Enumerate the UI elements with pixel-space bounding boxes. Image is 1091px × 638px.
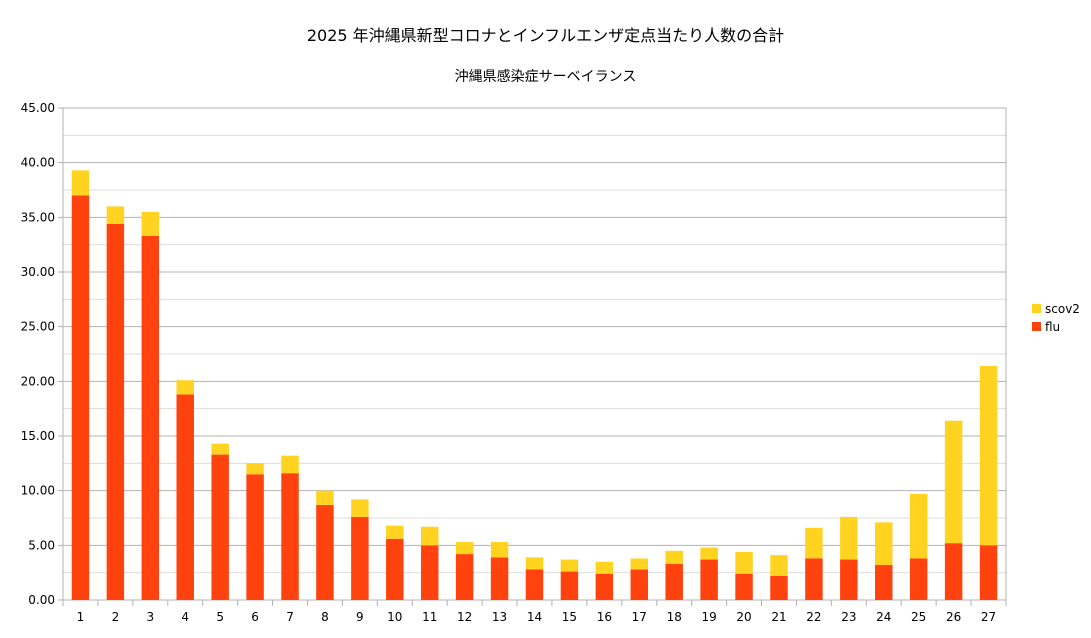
bar-flu-18 [665,563,683,600]
x-tick-label: 24 [876,610,891,624]
bar-scov2-7 [281,455,299,474]
x-tick-label: 15 [562,610,577,624]
bar-scov2-3 [141,211,160,236]
x-tick-label: 10 [387,610,402,624]
y-tick-label: 35.00 [21,210,55,224]
legend-swatch-flu [1032,322,1041,331]
bar-scov2-11 [420,526,439,546]
bar-flu-21 [770,575,788,600]
bar-flu-20 [735,573,753,600]
y-tick-label: 10.00 [21,484,55,498]
bar-flu-12 [455,554,474,600]
bar-scov2-10 [386,525,404,539]
bar-scov2-16 [595,561,614,574]
bar-flu-22 [805,558,823,600]
x-tick-label: 25 [911,610,926,624]
x-tick-label: 18 [667,610,682,624]
bar-flu-23 [840,559,858,600]
chart-subtitle: 沖縄県感染症サーベイランス [454,69,637,85]
bar-scov2-4 [176,380,194,395]
x-tick-label: 9 [356,610,364,624]
bar-flu-5 [211,454,229,600]
bar-scov2-5 [211,443,229,455]
x-tick-label: 7 [286,610,294,624]
bar-flu-2 [106,223,125,601]
x-tick-label: 19 [701,610,716,624]
bar-scov2-23 [840,516,858,560]
x-tick-label: 20 [736,610,751,624]
x-tick-label: 3 [146,610,154,624]
bar-flu-1 [71,195,90,600]
bar-scov2-1 [71,170,90,196]
bar-scov2-18 [665,550,683,564]
bar-scov2-21 [770,555,788,576]
bar-flu-24 [875,565,893,600]
x-tick-label: 26 [946,610,961,624]
y-tick-label: 30.00 [21,265,55,279]
x-tick-label: 11 [422,610,437,624]
y-tick-label: 40.00 [21,156,55,170]
bar-flu-27 [979,545,998,600]
bar-flu-13 [490,557,509,600]
bar-flu-16 [595,573,614,600]
bar-flu-7 [281,473,299,600]
x-tick-label: 13 [492,610,507,624]
bar-scov2-25 [909,493,928,559]
y-tick-label: 15.00 [21,429,55,443]
x-tick-label: 5 [216,610,224,624]
bar-flu-4 [176,394,194,600]
x-tick-label: 16 [597,610,612,624]
x-tick-label: 14 [527,610,542,624]
legend-label-scov2: scov2 [1045,302,1080,316]
chart-title: 2025 年沖縄県新型コロナとインフルエンザ定点当たり人数の合計 [306,26,785,45]
y-tick-label: 45.00 [21,101,55,115]
bar-scov2-6 [246,463,264,475]
y-tick-label: 0.00 [28,593,55,607]
bar-scov2-24 [875,522,893,566]
x-tick-label: 1 [77,610,85,624]
legend-label-flu: flu [1045,320,1060,334]
y-tick-label: 20.00 [21,374,55,388]
bar-flu-14 [525,569,544,600]
x-tick-label: 6 [251,610,259,624]
x-tick-label: 17 [632,610,647,624]
bar-scov2-17 [630,558,649,570]
bar-scov2-26 [944,420,963,544]
bar-scov2-9 [351,499,369,517]
bar-flu-11 [420,545,439,600]
bar-scov2-22 [805,527,823,559]
x-tick-label: 8 [321,610,329,624]
bar-scov2-13 [490,542,509,558]
bar-scov2-20 [735,551,753,574]
bar-flu-17 [630,569,649,600]
bar-flu-9 [351,516,369,600]
bar-scov2-2 [106,206,125,224]
bar-scov2-14 [525,557,544,570]
y-tick-label: 25.00 [21,320,55,334]
x-tick-label: 22 [806,610,821,624]
bar-flu-19 [700,559,718,600]
bar-flu-15 [560,571,579,600]
x-tick-label: 23 [841,610,856,624]
bar-flu-8 [316,504,334,600]
x-tick-label: 21 [771,610,786,624]
bar-flu-10 [386,538,404,600]
x-tick-label: 12 [457,610,472,624]
legend-swatch-scov2 [1032,304,1041,313]
bar-scov2-19 [700,547,718,560]
bar-flu-26 [944,543,963,600]
bar-flu-6 [246,474,264,600]
bar-scov2-12 [455,542,474,555]
y-tick-label: 5.00 [28,538,55,552]
bar-scov2-27 [979,366,998,546]
x-tick-label: 2 [112,610,120,624]
x-tick-label: 27 [981,610,996,624]
x-tick-label: 4 [181,610,189,624]
bar-scov2-8 [316,490,334,505]
bar-flu-25 [909,558,928,600]
bar-scov2-15 [560,559,579,572]
bar-flu-3 [141,235,160,601]
